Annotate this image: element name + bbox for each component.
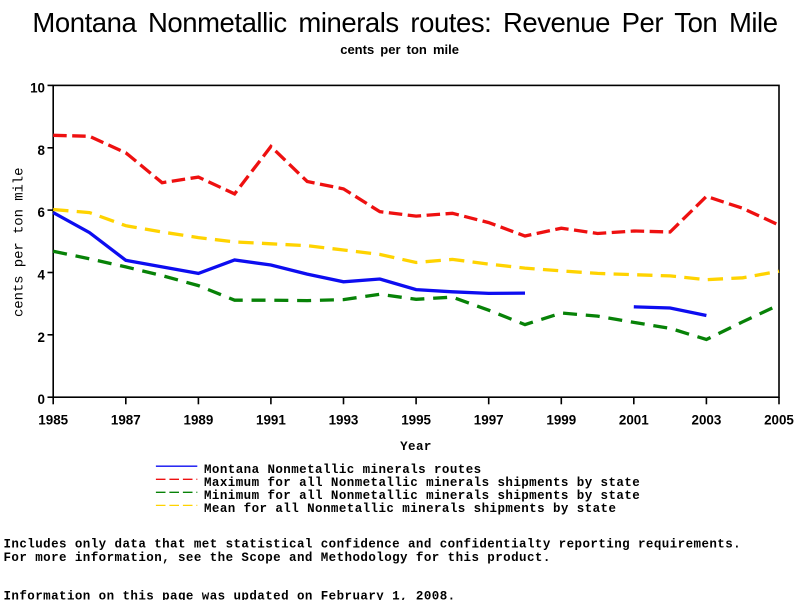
svg-text:Mean for all Nonmetallic miner: Mean for all Nonmetallic minerals shipme… bbox=[204, 502, 616, 516]
svg-text:6: 6 bbox=[34, 205, 45, 220]
svg-text:0: 0 bbox=[34, 392, 45, 407]
svg-text:2001: 2001 bbox=[619, 412, 649, 427]
svg-text:1995: 1995 bbox=[401, 412, 431, 427]
svg-text:1989: 1989 bbox=[184, 412, 214, 427]
svg-text:Montana Nonmetallic minerals r: Montana Nonmetallic minerals routes: Rev… bbox=[32, 7, 777, 38]
svg-text:Includes only data that met st: Includes only data that met statistical … bbox=[4, 537, 742, 551]
svg-text:1985: 1985 bbox=[38, 412, 68, 427]
svg-text:2003: 2003 bbox=[692, 412, 722, 427]
svg-text:1997: 1997 bbox=[474, 412, 504, 427]
svg-text:Maximum for all Nonmetallic mi: Maximum for all Nonmetallic minerals shi… bbox=[204, 476, 640, 490]
svg-text:10: 10 bbox=[30, 80, 45, 95]
svg-text:2: 2 bbox=[34, 330, 45, 345]
svg-text:Minimum for all Nonmetallic mi: Minimum for all Nonmetallic minerals shi… bbox=[204, 489, 640, 503]
svg-text:cents per ton mile: cents per ton mile bbox=[340, 42, 459, 57]
svg-text:1993: 1993 bbox=[329, 412, 359, 427]
svg-text:Montana Nonmetallic minerals r: Montana Nonmetallic minerals routes bbox=[204, 463, 482, 477]
svg-text:4: 4 bbox=[34, 268, 46, 283]
svg-text:8: 8 bbox=[34, 143, 46, 158]
svg-text:1999: 1999 bbox=[546, 412, 576, 427]
svg-text:For more information, see the: For more information, see the Scope and … bbox=[4, 551, 551, 565]
svg-text:1987: 1987 bbox=[111, 412, 141, 427]
svg-text:2005: 2005 bbox=[764, 412, 794, 427]
svg-text:1991: 1991 bbox=[256, 412, 286, 427]
svg-text:Information on this page was u: Information on this page was updated on … bbox=[4, 589, 456, 600]
svg-text:Year: Year bbox=[400, 440, 432, 454]
svg-text:cents per ton mile: cents per ton mile bbox=[12, 168, 28, 317]
